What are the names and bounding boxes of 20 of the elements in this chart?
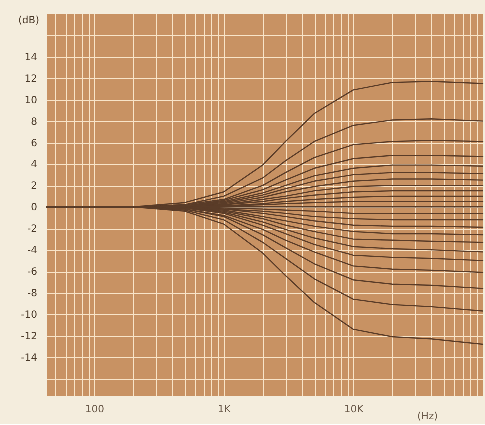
- y-tick-label: 2: [31, 181, 38, 192]
- y-tick-label: -12: [21, 331, 38, 342]
- y-tick-label: 10: [24, 95, 38, 106]
- y-tick-label: -14: [21, 352, 38, 364]
- y-tick-label: 6: [31, 138, 38, 150]
- x-tick-label: 1K: [218, 404, 232, 416]
- y-axis-title: (dB): [18, 16, 40, 26]
- y-tick-label: -6: [28, 267, 38, 278]
- y-tick-label: 14: [24, 52, 38, 64]
- x-axis-title: (Hz): [418, 412, 438, 422]
- y-tick-label: -4: [28, 246, 38, 257]
- y-tick-label: 0: [31, 202, 38, 214]
- y-tick-label: -2: [28, 224, 38, 236]
- x-tick-label: 10K: [344, 404, 364, 416]
- y-tick-label: 12: [24, 74, 38, 85]
- y-tick-label: 8: [31, 116, 38, 128]
- y-tick-label: 4: [31, 160, 38, 171]
- y-tick-label: -10: [21, 310, 38, 321]
- x-tick-label: 100: [85, 404, 105, 416]
- y-tick-label: -8: [28, 288, 38, 300]
